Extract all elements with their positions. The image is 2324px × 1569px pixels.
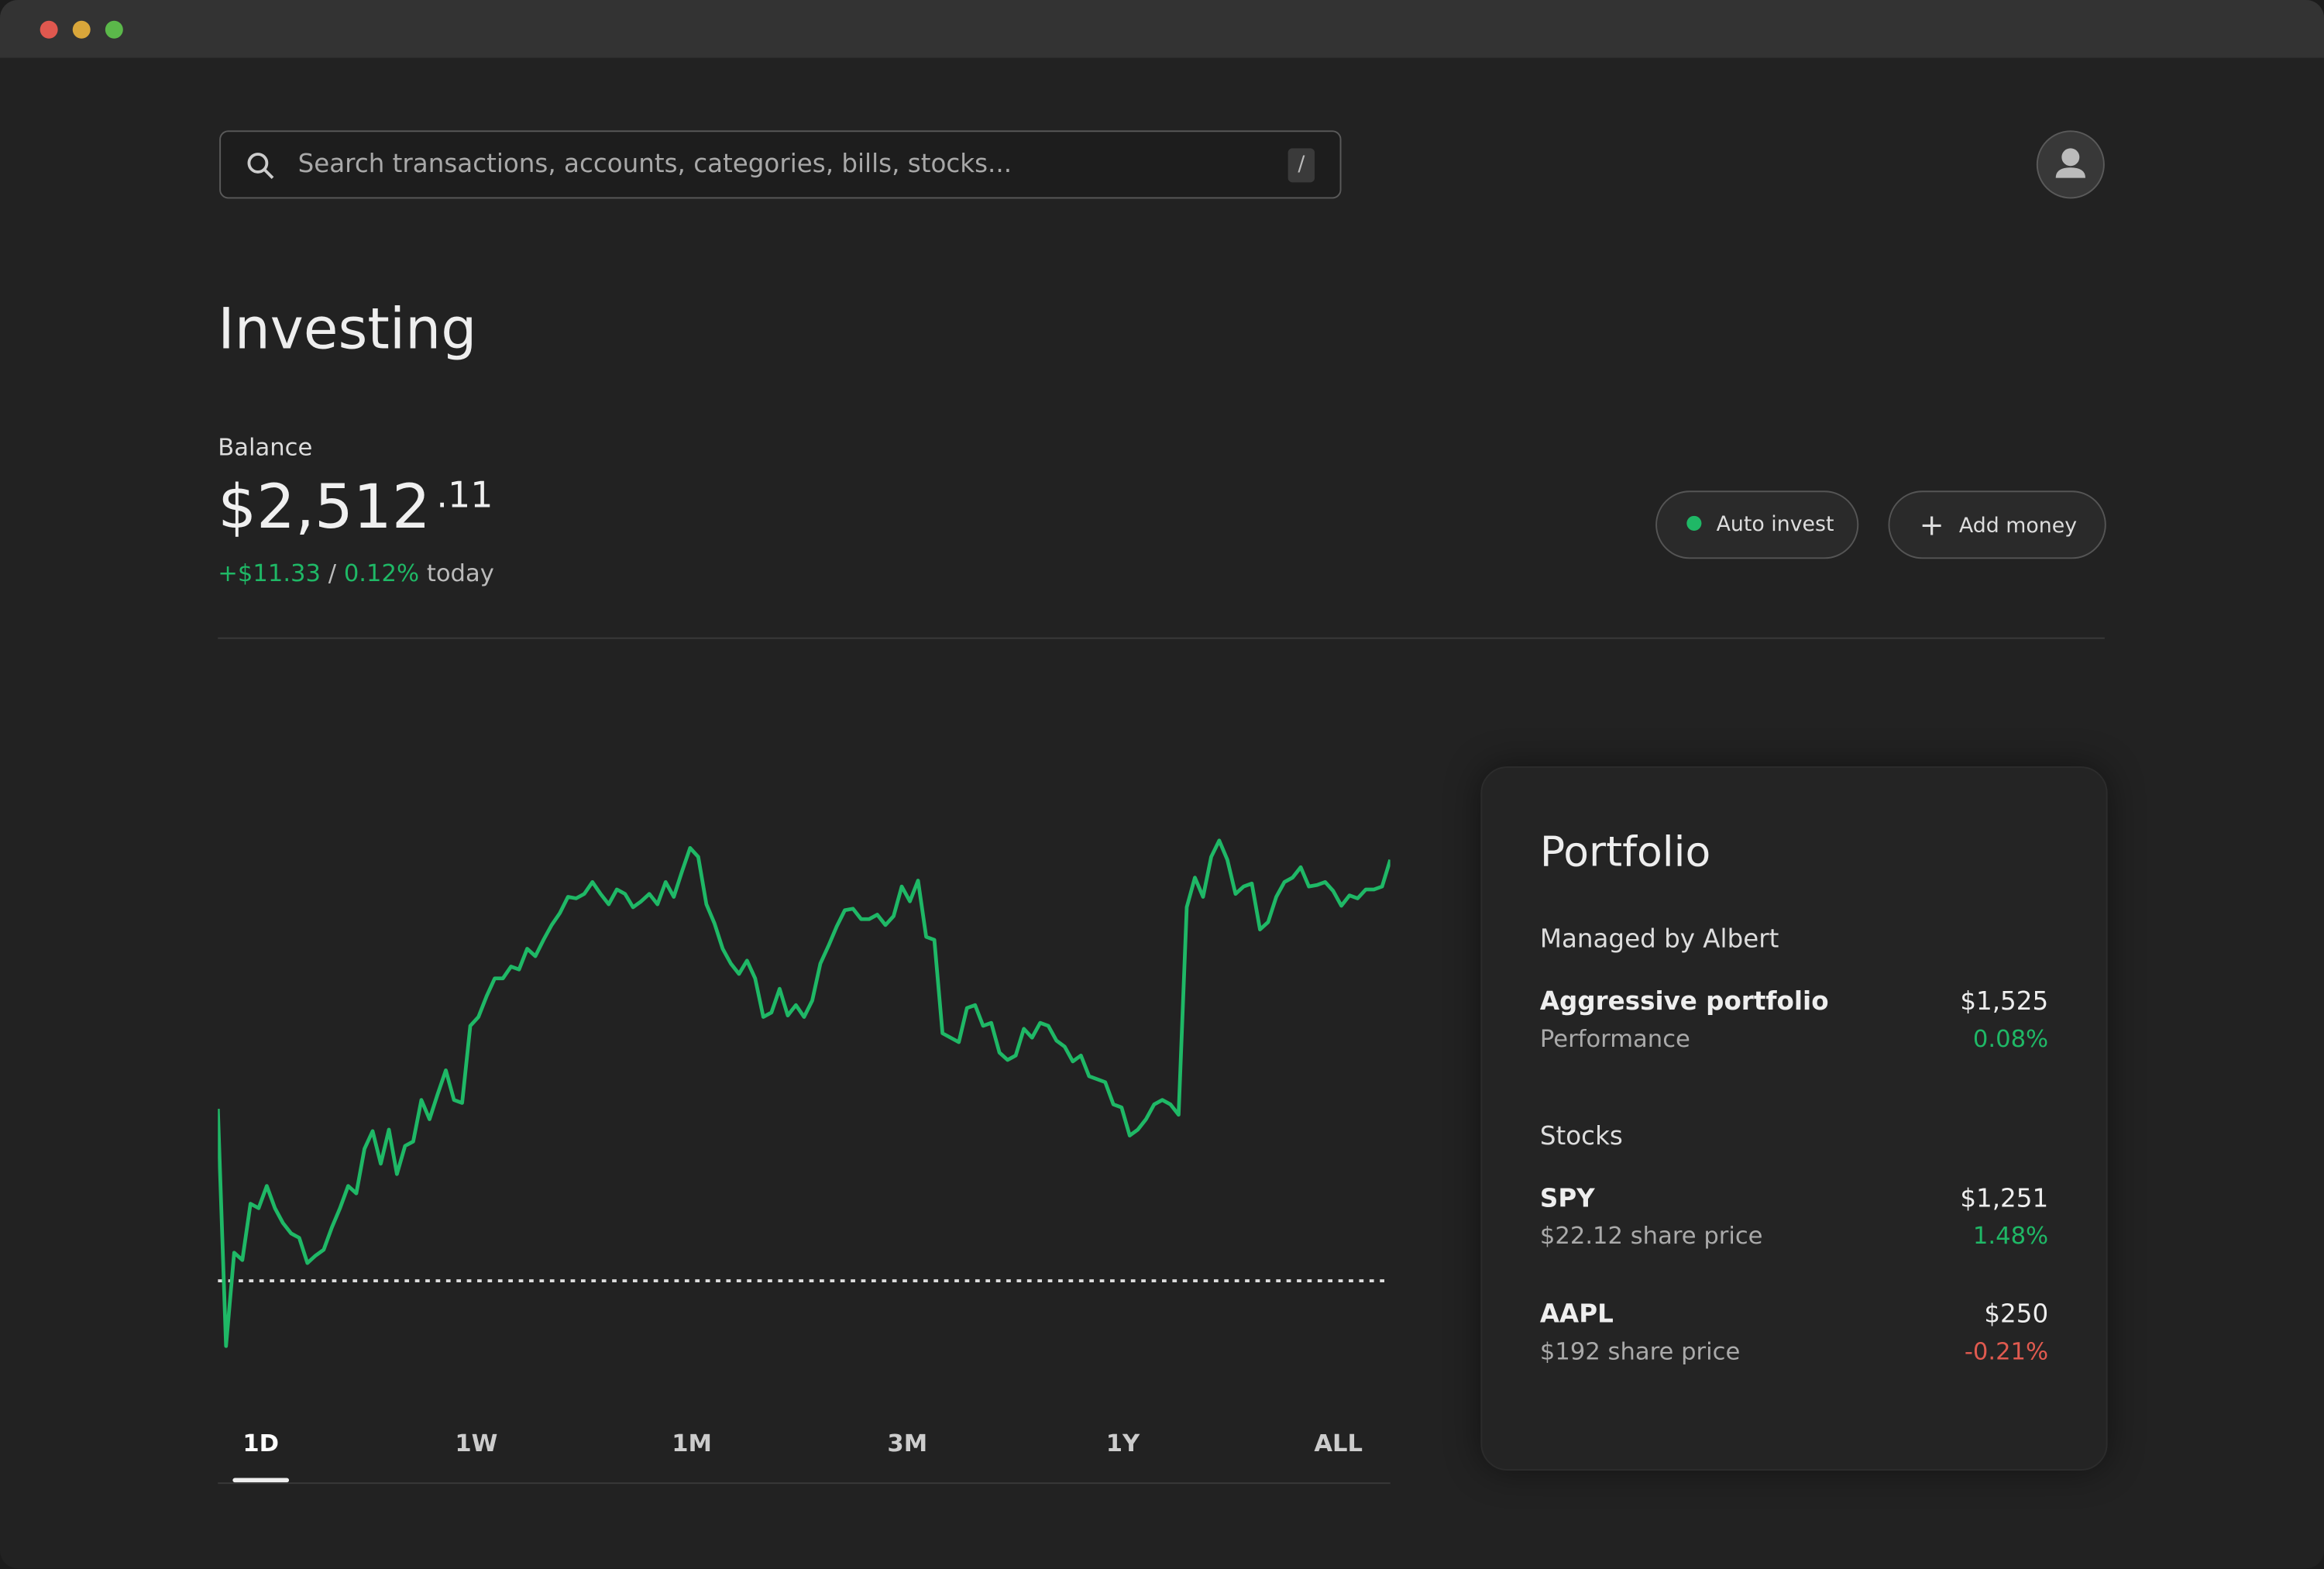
close-button[interactable]	[40, 20, 58, 39]
holding-detail: $192 share price	[1539, 1337, 1741, 1366]
portfolio-title: Portfolio	[1539, 827, 1711, 876]
tabs-divider	[218, 1482, 1391, 1485]
balance-chart	[218, 838, 1391, 1348]
time-range-tab[interactable]: 1W	[455, 1429, 498, 1457]
add-money-button[interactable]: + Add money	[1888, 490, 2106, 559]
holding-detail: Performance	[1539, 1024, 1690, 1053]
section-heading: Managed by Albert	[1539, 924, 1779, 955]
minimize-button[interactable]	[72, 20, 91, 39]
title-bar	[0, 0, 2324, 58]
search-placeholder: Search transactions, accounts, categorie…	[297, 150, 1012, 180]
holding-change: 1.48%	[1972, 1221, 2049, 1250]
time-range-tab[interactable]: 1Y	[1105, 1429, 1140, 1457]
plus-icon: +	[1919, 507, 1944, 543]
time-range-tab[interactable]: ALL	[1314, 1429, 1363, 1457]
search-shortcut: /	[1287, 148, 1315, 183]
auto-invest-button[interactable]: Auto invest	[1655, 490, 1859, 559]
profile-button[interactable]	[2036, 130, 2105, 199]
holding-detail: $22.12 share price	[1539, 1221, 1763, 1250]
time-range-tab[interactable]: 1D	[242, 1429, 280, 1457]
zoom-button[interactable]	[105, 20, 123, 39]
time-range-tab[interactable]: 3M	[887, 1429, 928, 1457]
search-box[interactable]: Search transactions, accounts, categorie…	[219, 130, 1342, 199]
change-separator: /	[328, 559, 337, 587]
balance-cents: .11	[436, 474, 493, 516]
balance-label: Balance	[218, 432, 313, 462]
portfolio-card: Portfolio Managed by Albert Aggressive po…	[1480, 766, 2108, 1471]
divider	[218, 637, 2105, 639]
holding-value: $1,251	[1960, 1184, 2049, 1214]
balance-amount: $2,512.11	[218, 471, 493, 542]
status-dot	[1686, 515, 1702, 531]
section-heading: Stocks	[1539, 1122, 1623, 1152]
button-label: Add money	[1958, 514, 2078, 538]
page-title: Investing	[218, 296, 477, 362]
holding-value: $1,525	[1960, 987, 2049, 1017]
tab-underline	[232, 1478, 290, 1483]
balance-change: +$11.33 / 0.12% today	[218, 559, 494, 587]
holding-name: SPY	[1539, 1184, 1595, 1214]
holding-change: -0.21%	[1964, 1337, 2049, 1366]
change-percent: 0.12%	[343, 559, 420, 587]
time-range-tab[interactable]: 1M	[672, 1429, 712, 1457]
holding-change: 0.08%	[1972, 1024, 2049, 1053]
holding-value: $250	[1984, 1299, 2049, 1330]
change-period: today	[426, 559, 494, 587]
balance-line	[218, 838, 1391, 1348]
holding-name: Aggressive portfolio	[1539, 987, 1829, 1017]
holding-name: AAPL	[1539, 1299, 1614, 1330]
balance-whole: $2,512	[218, 471, 431, 543]
search-icon	[247, 153, 274, 179]
profile-icon	[2055, 148, 2085, 178]
button-label: Auto invest	[1716, 512, 1834, 537]
change-amount: +$11.33	[218, 559, 321, 587]
